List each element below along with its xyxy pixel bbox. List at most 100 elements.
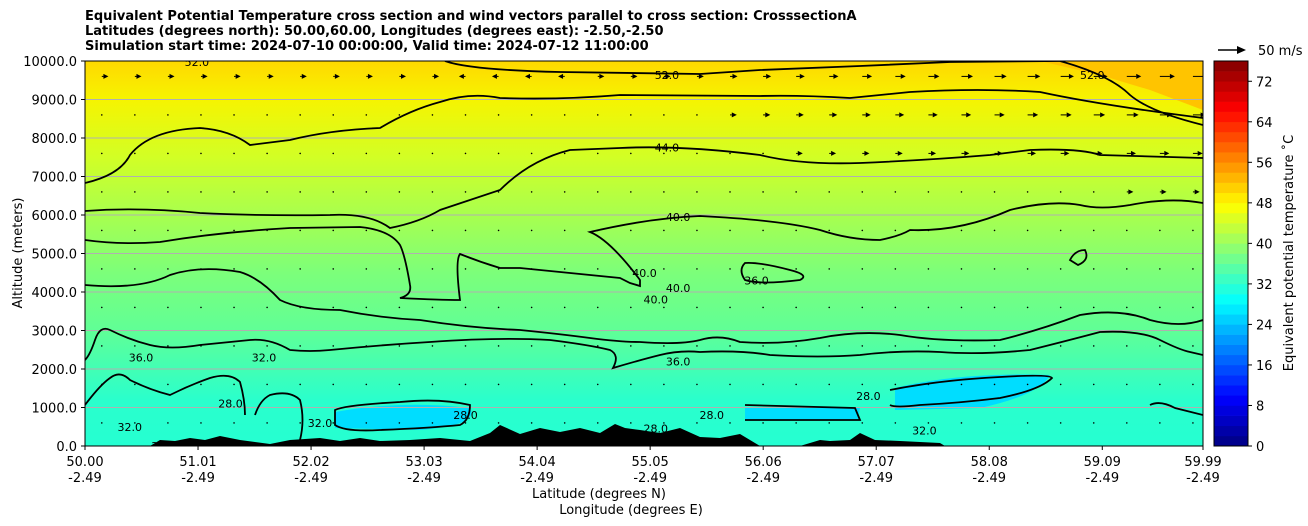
wind-vector [266, 268, 268, 270]
wind-vector-head [1130, 150, 1136, 156]
wind-vector [497, 383, 500, 386]
wind-vector [134, 306, 136, 309]
wind-vector [630, 345, 632, 347]
wind-vector [365, 383, 368, 386]
x-tick-label-lon: -2.49 [68, 471, 102, 486]
wind-vector [464, 191, 467, 193]
wind-vector-head [1097, 150, 1103, 156]
wind-vector-head [367, 73, 373, 79]
wind-key: 50 m/s [1218, 44, 1303, 59]
wind-vector [497, 268, 500, 270]
wind-vector [927, 191, 930, 193]
contour-label: 52.0 [1080, 69, 1105, 82]
wind-vector [762, 306, 764, 309]
wind-vector [200, 306, 202, 309]
x-tick-label-lat: 54.04 [519, 455, 556, 470]
wind-vector [1192, 306, 1194, 309]
wind-vector [1092, 345, 1095, 347]
wind-vector [630, 229, 632, 232]
wind-vector [1026, 229, 1029, 232]
wind-vector [100, 306, 103, 309]
wind-vector [1192, 345, 1194, 347]
wind-vector-head [1035, 73, 1041, 79]
wind-vector-head [1167, 112, 1173, 118]
wind-vector [960, 345, 963, 347]
wind-vector-head [334, 73, 340, 79]
wind-vector [1159, 229, 1161, 232]
wind-vector [1092, 306, 1095, 309]
contour-label: 32.0 [912, 425, 937, 438]
wind-vector [530, 191, 533, 193]
wind-vector [332, 268, 335, 270]
contour-label: 32.0 [252, 351, 277, 364]
y-tick-label: 4000.0 [32, 286, 78, 301]
wind-vector-head [491, 73, 497, 79]
wind-vector [927, 383, 930, 386]
wind-vector [233, 191, 235, 193]
wind-vector [894, 383, 897, 386]
wind-vector [365, 345, 368, 347]
wind-vector [530, 152, 533, 155]
colorbar-segment [1214, 334, 1248, 345]
wind-vector [134, 422, 136, 424]
colorbar-segment [1214, 405, 1248, 416]
wind-vector [861, 229, 864, 232]
colorbar-segment [1214, 364, 1248, 376]
wind-key-arrow-head [1237, 46, 1246, 54]
wind-vector-head [1033, 112, 1039, 118]
wind-vector [497, 152, 500, 155]
colorbar-segment [1214, 283, 1248, 295]
wind-vector [200, 268, 202, 270]
wind-vector [464, 152, 467, 155]
wind-vector [729, 306, 731, 309]
wind-vector-head [599, 73, 605, 79]
wind-vector [1026, 383, 1029, 386]
wind-vector [960, 268, 963, 270]
colorbar-segment [1214, 435, 1248, 447]
wind-vector [596, 383, 599, 386]
wind-vector-head [434, 73, 440, 79]
wind-vector [563, 383, 566, 386]
wind-vector [266, 191, 268, 193]
wind-vector [233, 345, 235, 347]
wind-vector [729, 383, 731, 386]
contour-36-loop [740, 261, 805, 284]
wind-vector [663, 191, 665, 193]
wind-vector-head [1100, 112, 1106, 118]
wind-vector [365, 114, 368, 116]
wind-vector [596, 268, 599, 270]
wind-vector [332, 114, 335, 116]
contour-label: 32.0 [118, 421, 143, 434]
wind-vector [927, 268, 930, 270]
wind-vector [100, 268, 103, 270]
wind-vector [266, 152, 268, 155]
wind-vector [530, 229, 533, 232]
wind-vector [134, 229, 136, 232]
wind-vector-head [632, 73, 638, 79]
wind-vector [1125, 422, 1128, 424]
wind-vector [927, 422, 930, 424]
terrain [150, 424, 945, 446]
colorbar-segment [1214, 91, 1248, 102]
wind-vector [1159, 345, 1161, 347]
wind-vector [332, 152, 335, 155]
contour-32-left [85, 327, 1203, 370]
cold-patch-1 [335, 404, 472, 430]
contour-label: 36.0 [151, 440, 176, 453]
contour-28-b [334, 399, 471, 432]
y-tick-label: 10000.0 [23, 55, 77, 70]
wind-vector [167, 114, 169, 116]
wind-vector [134, 191, 136, 193]
wind-vector-head [458, 73, 464, 79]
wind-vector [1125, 345, 1128, 347]
wind-vector [828, 345, 831, 347]
colorbar-segment [1214, 61, 1248, 72]
wind-vector [233, 383, 235, 386]
colorbar-segment [1214, 395, 1248, 406]
wind-vector-head [765, 112, 771, 118]
wind-vector [663, 306, 665, 309]
wind-vector [894, 268, 897, 270]
colorbar-tick-label: 56 [1256, 156, 1273, 171]
colorbar-segment [1214, 425, 1248, 437]
wind-vector [894, 229, 897, 232]
